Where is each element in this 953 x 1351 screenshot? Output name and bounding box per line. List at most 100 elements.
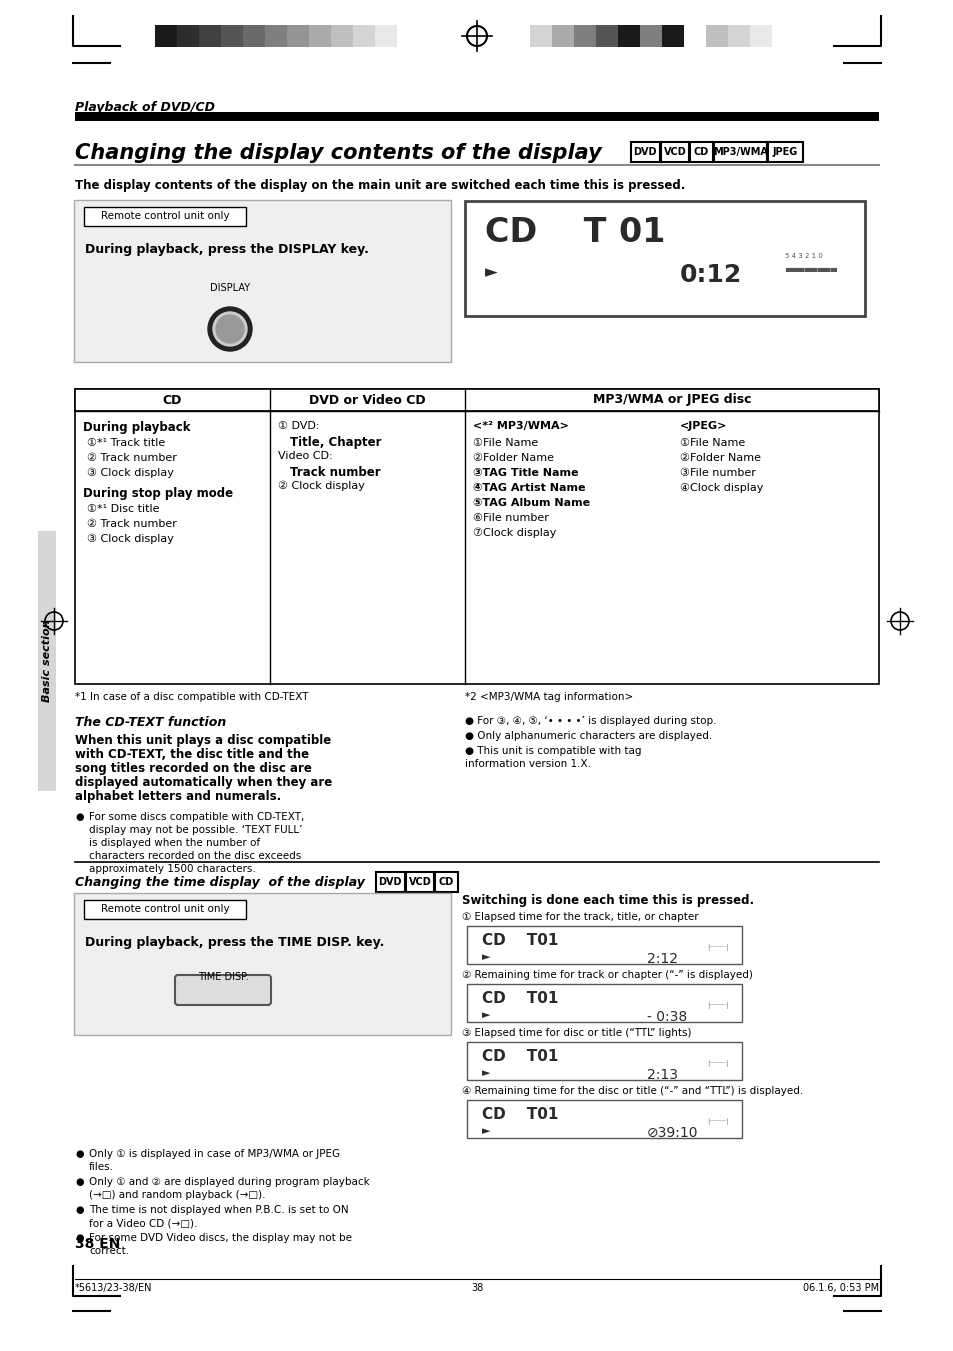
Text: Video CD:: Video CD: — [277, 451, 333, 461]
Text: ●: ● — [75, 1177, 84, 1188]
Bar — [727, 26, 749, 47]
Text: *1 In case of a disc compatible with CD-TEXT: *1 In case of a disc compatible with CD-… — [75, 692, 308, 703]
Text: For some discs compatible with CD-TEXT,: For some discs compatible with CD-TEXT, — [89, 812, 304, 821]
Text: ③File number: ③File number — [679, 467, 755, 478]
Bar — [309, 26, 331, 47]
Bar — [467, 1042, 741, 1079]
Text: 0:12: 0:12 — [679, 263, 741, 286]
FancyBboxPatch shape — [689, 142, 712, 162]
Text: During playback, press the TIME DISP. key.: During playback, press the TIME DISP. ke… — [85, 936, 384, 948]
Bar — [464, 201, 864, 316]
Text: For some DVD Video discs, the display may not be: For some DVD Video discs, the display ma… — [89, 1233, 352, 1243]
Circle shape — [208, 307, 252, 351]
Text: ⑦Clock display: ⑦Clock display — [473, 528, 556, 539]
Bar — [705, 26, 727, 47]
Text: <*² MP3/WMA>: <*² MP3/WMA> — [473, 422, 568, 431]
Text: DVD: DVD — [633, 147, 657, 157]
Text: - 0:38: - 0:38 — [646, 1011, 686, 1024]
Bar — [661, 26, 683, 47]
Text: ① Elapsed time for the track, title, or chapter: ① Elapsed time for the track, title, or … — [461, 912, 698, 921]
Text: |┈┈┈┈|: |┈┈┈┈| — [706, 1119, 728, 1125]
Bar — [530, 26, 552, 47]
FancyBboxPatch shape — [74, 200, 451, 362]
Text: ② Track number: ② Track number — [87, 519, 176, 530]
Text: During playback: During playback — [83, 422, 191, 434]
Bar — [467, 925, 741, 965]
Text: ④ Remaining time for the disc or title (“-” and “TTL”) is displayed.: ④ Remaining time for the disc or title (… — [461, 1086, 802, 1096]
Text: approximately 1500 characters.: approximately 1500 characters. — [89, 865, 255, 874]
FancyBboxPatch shape — [84, 207, 246, 226]
Text: CD: CD — [693, 147, 708, 157]
Text: Changing the display contents of the display: Changing the display contents of the dis… — [75, 143, 601, 163]
Text: DVD: DVD — [378, 877, 401, 888]
FancyBboxPatch shape — [375, 871, 404, 892]
Bar — [75, 112, 878, 122]
Text: Title, Chapter: Title, Chapter — [290, 436, 381, 449]
Bar — [38, 531, 56, 790]
Text: display may not be possible. ‘TEXT FULL’: display may not be possible. ‘TEXT FULL’ — [89, 825, 302, 835]
Bar — [396, 26, 418, 47]
Text: ►: ► — [481, 952, 490, 962]
Text: VCD: VCD — [408, 877, 431, 888]
Text: CD    T01: CD T01 — [481, 934, 558, 948]
Text: ●: ● — [75, 812, 84, 821]
Text: files.: files. — [89, 1162, 113, 1173]
Text: ③ Elapsed time for disc or title (“TTL” lights): ③ Elapsed time for disc or title (“TTL” … — [461, 1028, 691, 1038]
Text: ③ Clock display: ③ Clock display — [87, 467, 173, 478]
Text: ①File Name: ①File Name — [679, 438, 744, 449]
Text: ●: ● — [75, 1205, 84, 1215]
Text: ⊘39:10: ⊘39:10 — [646, 1125, 698, 1140]
Text: 06.1.6, 0:53 PM: 06.1.6, 0:53 PM — [802, 1283, 878, 1293]
Text: ●: ● — [75, 1148, 84, 1159]
Text: song titles recorded on the disc are: song titles recorded on the disc are — [75, 762, 312, 775]
FancyBboxPatch shape — [767, 142, 802, 162]
Bar — [375, 26, 396, 47]
Bar — [287, 26, 309, 47]
Text: ② Clock display: ② Clock display — [277, 481, 364, 492]
Text: VCD: VCD — [663, 147, 685, 157]
Text: DISPLAY: DISPLAY — [210, 282, 250, 293]
Text: The time is not displayed when P.B.C. is set to ON: The time is not displayed when P.B.C. is… — [89, 1205, 348, 1215]
Text: Remote control unit only: Remote control unit only — [101, 904, 229, 915]
Text: Only ① and ② are displayed during program playback: Only ① and ② are displayed during progra… — [89, 1177, 370, 1188]
Text: CD: CD — [438, 877, 454, 888]
Text: 2:12: 2:12 — [646, 952, 678, 966]
Bar — [574, 26, 596, 47]
Bar — [199, 26, 221, 47]
Text: ①*¹ Track title: ①*¹ Track title — [87, 438, 165, 449]
Text: DVD or Video CD: DVD or Video CD — [309, 393, 425, 407]
Text: CD    T 01: CD T 01 — [484, 216, 664, 249]
Bar — [331, 26, 353, 47]
FancyBboxPatch shape — [659, 142, 688, 162]
Text: ►: ► — [481, 1125, 490, 1136]
FancyBboxPatch shape — [84, 900, 246, 919]
Bar — [683, 26, 705, 47]
FancyBboxPatch shape — [174, 975, 271, 1005]
Text: ④TAG Artist Name: ④TAG Artist Name — [473, 484, 585, 493]
FancyBboxPatch shape — [435, 871, 457, 892]
Text: ⑤TAG Album Name: ⑤TAG Album Name — [473, 499, 590, 508]
Text: (→□) and random playback (→□).: (→□) and random playback (→□). — [89, 1190, 265, 1200]
Text: Remote control unit only: Remote control unit only — [101, 211, 229, 222]
Text: ● Only alphanumeric characters are displayed.: ● Only alphanumeric characters are displ… — [464, 731, 712, 740]
Text: Changing the time display  of the display: Changing the time display of the display — [75, 875, 364, 889]
Text: 5 4 3 2 1 0: 5 4 3 2 1 0 — [784, 253, 822, 259]
Text: |┈┈┈┈|: |┈┈┈┈| — [706, 1002, 728, 1009]
Text: alphabet letters and numerals.: alphabet letters and numerals. — [75, 790, 281, 802]
Text: for a Video CD (→□).: for a Video CD (→□). — [89, 1219, 197, 1228]
Bar — [618, 26, 639, 47]
Bar — [154, 26, 177, 47]
Text: with CD-TEXT, the disc title and the: with CD-TEXT, the disc title and the — [75, 748, 309, 761]
Text: CD: CD — [163, 393, 182, 407]
Text: *5613/23-38/EN: *5613/23-38/EN — [75, 1283, 152, 1293]
Text: ①File Name: ①File Name — [473, 438, 537, 449]
Text: The CD-TEXT function: The CD-TEXT function — [75, 716, 226, 730]
Text: ●: ● — [75, 1233, 84, 1243]
Text: ⑥File number: ⑥File number — [473, 513, 548, 523]
Text: CD    T01: CD T01 — [481, 1106, 558, 1121]
Bar — [639, 26, 661, 47]
Text: information version 1.X.: information version 1.X. — [464, 759, 590, 769]
Bar — [596, 26, 618, 47]
Text: |┈┈┈┈|: |┈┈┈┈| — [706, 944, 728, 951]
Circle shape — [213, 312, 247, 346]
